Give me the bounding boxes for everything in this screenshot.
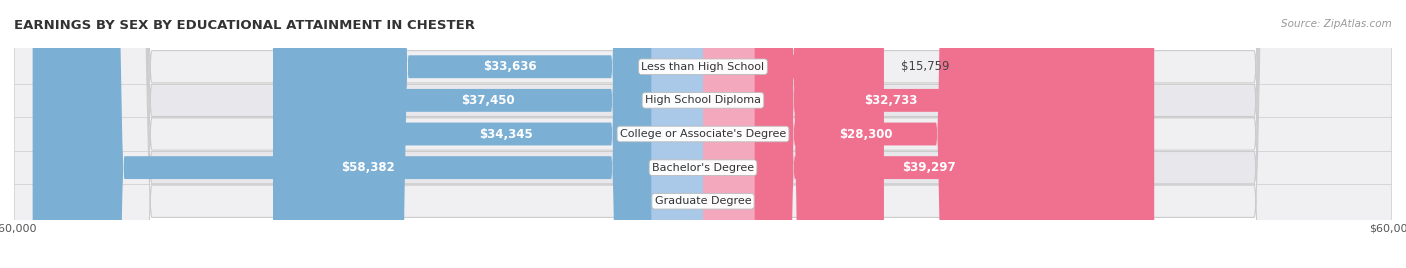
- Text: $32,733: $32,733: [865, 94, 918, 107]
- Text: Source: ZipAtlas.com: Source: ZipAtlas.com: [1281, 19, 1392, 29]
- Text: $37,450: $37,450: [461, 94, 515, 107]
- FancyBboxPatch shape: [651, 0, 703, 268]
- Text: $39,297: $39,297: [901, 161, 956, 174]
- Text: $33,636: $33,636: [484, 60, 537, 73]
- FancyBboxPatch shape: [14, 0, 1392, 268]
- Text: College or Associate's Degree: College or Associate's Degree: [620, 129, 786, 139]
- FancyBboxPatch shape: [14, 0, 1392, 268]
- FancyBboxPatch shape: [14, 0, 1392, 268]
- Text: $58,382: $58,382: [340, 161, 395, 174]
- FancyBboxPatch shape: [273, 0, 703, 268]
- Text: EARNINGS BY SEX BY EDUCATIONAL ATTAINMENT IN CHESTER: EARNINGS BY SEX BY EDUCATIONAL ATTAINMEN…: [14, 19, 475, 32]
- Text: $15,759: $15,759: [901, 60, 949, 73]
- FancyBboxPatch shape: [703, 0, 1154, 268]
- Text: $0: $0: [738, 195, 752, 208]
- FancyBboxPatch shape: [703, 0, 755, 268]
- FancyBboxPatch shape: [703, 0, 884, 268]
- FancyBboxPatch shape: [703, 0, 1028, 268]
- Text: $34,345: $34,345: [479, 128, 533, 140]
- FancyBboxPatch shape: [703, 0, 1078, 268]
- FancyBboxPatch shape: [14, 0, 1392, 268]
- FancyBboxPatch shape: [309, 0, 703, 268]
- Text: $28,300: $28,300: [839, 128, 893, 140]
- Text: Less than High School: Less than High School: [641, 62, 765, 72]
- Text: Graduate Degree: Graduate Degree: [655, 196, 751, 206]
- FancyBboxPatch shape: [14, 0, 1392, 268]
- Text: $0: $0: [654, 195, 669, 208]
- Text: High School Diploma: High School Diploma: [645, 95, 761, 105]
- FancyBboxPatch shape: [32, 0, 703, 268]
- Text: Bachelor's Degree: Bachelor's Degree: [652, 163, 754, 173]
- FancyBboxPatch shape: [316, 0, 703, 268]
